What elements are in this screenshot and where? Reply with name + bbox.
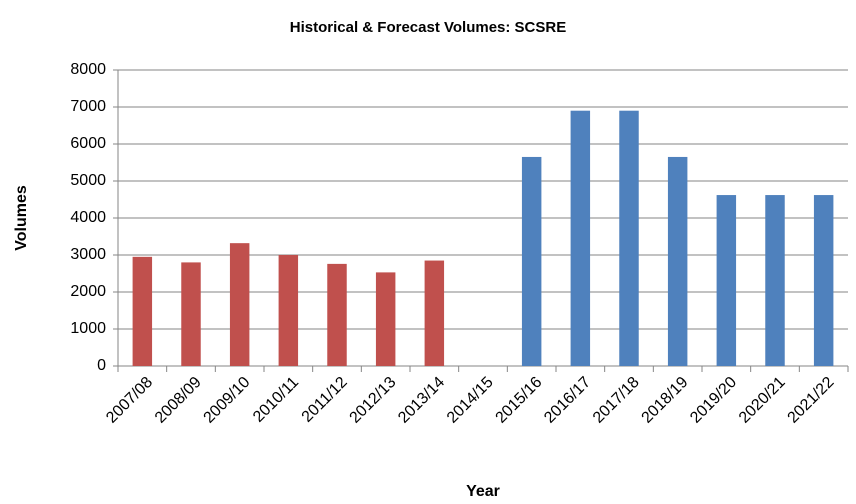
- y-tick-label: 5000: [70, 172, 106, 189]
- bar: [278, 255, 299, 366]
- bar: [327, 263, 347, 366]
- chart-title: Historical & Forecast Volumes: SCSRE: [290, 19, 566, 36]
- x-tick-label: 2011/12: [299, 374, 351, 426]
- bar: [132, 256, 153, 366]
- bar: [229, 243, 250, 366]
- bar: [619, 110, 639, 366]
- x-axis-label: Year: [466, 483, 500, 500]
- y-tick-label: 1000: [70, 320, 106, 337]
- y-tick-label: 7000: [70, 98, 106, 115]
- x-tick-label: 2015/16: [493, 374, 546, 427]
- y-tick-label: 0: [97, 357, 106, 374]
- y-tick-label: 8000: [70, 61, 106, 78]
- x-tick-label: 2007/08: [103, 374, 156, 427]
- bar: [716, 195, 737, 366]
- bar: [765, 195, 785, 366]
- x-tick-label: 2012/13: [347, 374, 400, 427]
- bar: [375, 272, 396, 366]
- y-tick-label: 6000: [70, 135, 106, 152]
- x-tick-label: 2017/18: [590, 374, 643, 427]
- x-tick-label: 2008/09: [152, 374, 205, 427]
- y-tick-label: 3000: [70, 246, 106, 263]
- bar: [424, 260, 445, 366]
- bar: [570, 110, 591, 366]
- x-tick-label: 2019/20: [687, 374, 740, 427]
- x-tick-label: 2021/22: [785, 374, 838, 427]
- y-axis-label: Volumes: [13, 185, 30, 251]
- bar: [813, 195, 834, 366]
- x-tick-label: 2018/19: [639, 374, 692, 427]
- x-tick-label: 2014/15: [444, 374, 497, 427]
- x-tick-label: 2013/14: [395, 374, 448, 427]
- bar: [521, 156, 542, 366]
- bar: [667, 156, 688, 366]
- bar: [181, 262, 201, 366]
- y-tick-label: 2000: [70, 283, 106, 300]
- x-tick-label: 2020/21: [736, 374, 789, 427]
- x-tick-label: 2016/17: [541, 374, 594, 427]
- x-tick-label: 2009/10: [201, 374, 254, 427]
- y-tick-label: 4000: [70, 209, 106, 226]
- x-tick-label: 2010/11: [250, 374, 302, 426]
